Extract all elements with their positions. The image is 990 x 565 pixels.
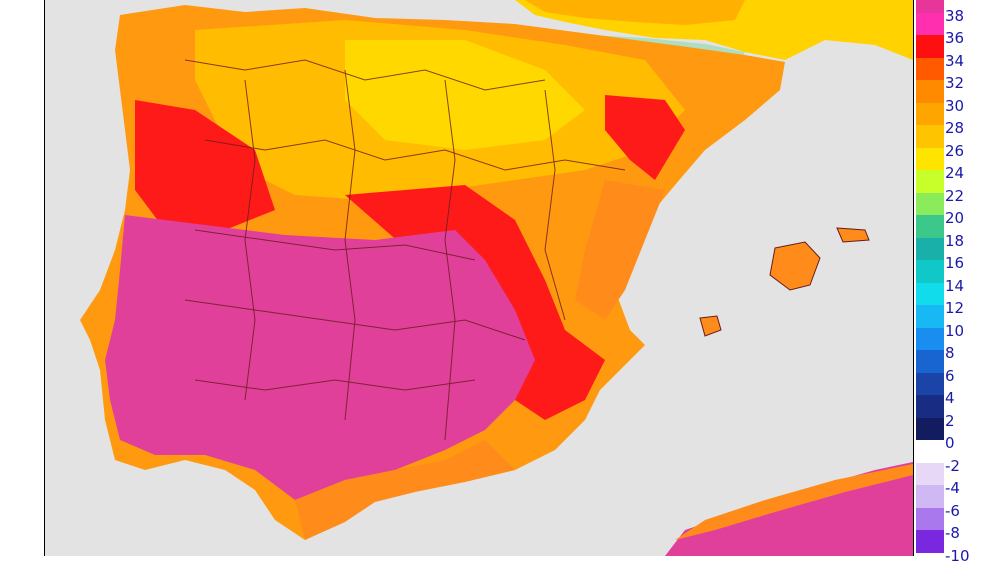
south-coast [295,440,515,540]
legend-label: 16 [945,254,965,272]
legend-swatch [916,530,944,553]
legend-label: -10 [945,546,970,565]
france-orange [525,0,745,25]
legend-swatch [916,215,944,238]
legend-swatch [916,170,944,193]
legend-label: -4 [945,479,960,497]
legend-swatch [916,485,944,508]
legend-swatch [916,395,944,418]
legend-label: 0 [945,434,955,452]
temperature-legend: 38 36 34 32 30 28 26 24 22 20 18 16 14 12 10 8 6 4 2 0 -2 -4-… [914,0,990,563]
iberia-temperature-map [80,0,913,556]
legend-label: 28 [945,119,965,137]
legend-label: -8 [945,524,960,542]
legend-swatch [916,305,944,328]
legend-label: 36 [945,29,965,47]
legend-swatch [916,12,944,35]
ibiza-island [699,315,722,337]
legend-swatch [916,192,944,215]
legend-swatch [916,417,944,440]
north-cool [345,40,585,150]
legend-label: 34 [945,51,965,70]
legend-label: 32 [945,74,965,92]
legend-label: 30 [945,96,965,115]
legend-swatch [916,80,944,103]
legend-label: 20 [945,209,965,227]
legend-swatch [916,237,944,260]
legend-label: 38 [945,6,965,25]
legend-label: 18 [945,231,965,250]
province-borders [184,59,626,441]
legend-swatch [916,282,944,305]
legend-swatch [916,57,944,80]
legend-swatch [916,35,944,58]
north-africa-coast [675,464,913,540]
legend-swatch [916,440,944,463]
legend-swatch [916,327,944,350]
legend-label: -6 [945,501,960,520]
legend-label: 14 [945,276,965,295]
legend-label: 24 [945,164,965,182]
legend-swatch [916,0,944,13]
legend-label: 6 [945,366,955,385]
legend-swatch [916,350,944,373]
legend-label: -2 [945,456,960,475]
legend-swatch [916,147,944,170]
legend-label: 8 [945,344,955,362]
legend-swatch [916,260,944,283]
legend-swatch [916,462,944,485]
legend-label: 12 [945,299,965,317]
legend-swatch [916,372,944,395]
east-coast [575,180,665,320]
red-zone-north [605,95,685,180]
menorca-island [836,227,870,243]
hot-zone-south [105,215,535,500]
legend-label: 26 [945,141,965,160]
legend-label: 4 [945,389,955,407]
legend-swatch [916,102,944,125]
temperature-map [44,0,914,556]
mallorca-island [769,241,821,291]
legend-swatch [916,125,944,148]
red-zone-west [135,100,275,230]
legend-label: 22 [945,186,965,205]
legend-swatch [916,507,944,530]
legend-label: 10 [945,321,965,340]
legend-label: 2 [945,411,955,430]
